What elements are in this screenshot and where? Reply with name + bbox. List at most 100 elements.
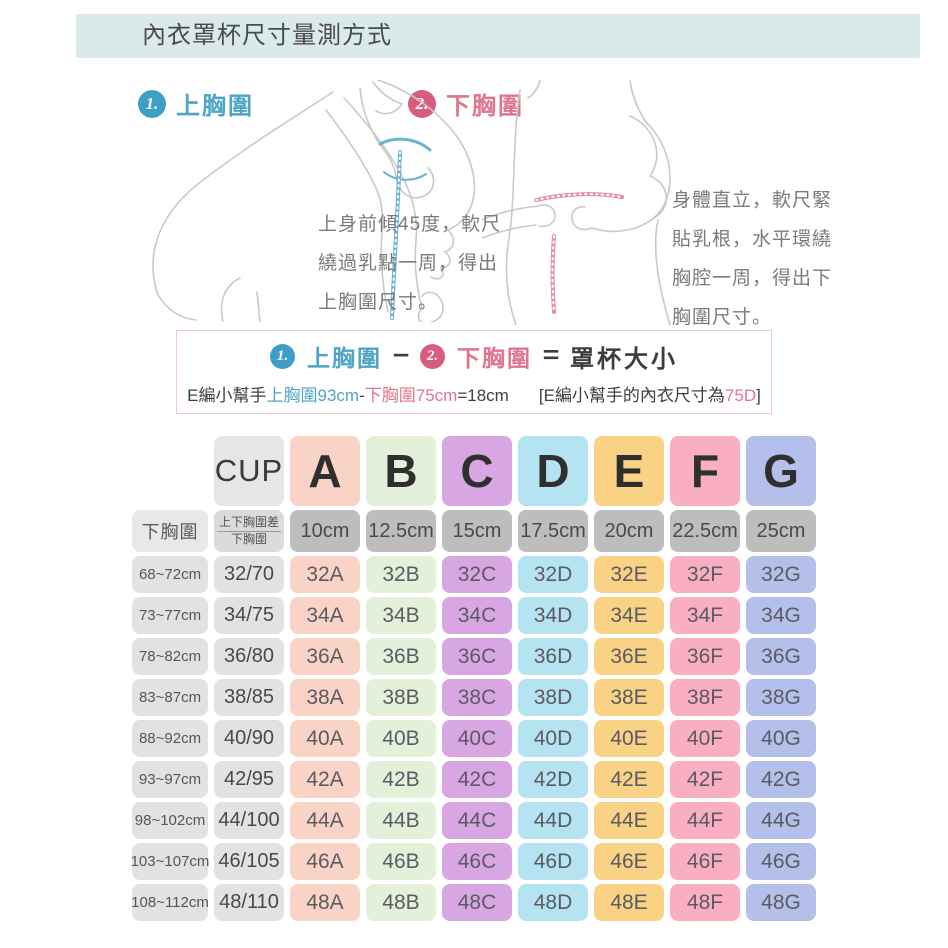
range-cell: 68~72cm (132, 556, 208, 593)
underbust-header-cell: 下胸圍 (132, 510, 208, 552)
size-cell: 44D (518, 802, 588, 839)
size-cell: 46D (518, 843, 588, 880)
size-cell: 42C (442, 761, 512, 798)
formula-term-lower: 下胸圍 (457, 345, 532, 371)
upper-bust-figure-illustration (152, 80, 476, 322)
diff-cell-A: 10cm (290, 510, 360, 552)
size-cell: 48B (366, 884, 436, 921)
size-cell: 38D (518, 679, 588, 716)
size-cell: 48E (594, 884, 664, 921)
diff-cell-E: 20cm (594, 510, 664, 552)
band-size-cell: 42/95 (214, 761, 284, 798)
step1-label: 上胸圍 (176, 93, 254, 120)
size-cell: 38A (290, 679, 360, 716)
size-cell: 48C (442, 884, 512, 921)
minus-sign: − (392, 342, 410, 369)
size-cell: 44A (290, 802, 360, 839)
diff-cell-G: 25cm (746, 510, 816, 552)
range-cell: 93~97cm (132, 761, 208, 798)
size-cell: 44F (670, 802, 740, 839)
cup-letter-E: E (594, 436, 664, 506)
step2-description: 身體直立，軟尺緊貼乳根，水平環繞胸腔一周，得出下胸圍尺寸。 (672, 190, 833, 328)
example-note-prefix: [E編小幫手的內衣尺寸為 (538, 385, 725, 405)
diff-fraction-cell: 上下胸圍差 下胸圍 (214, 510, 284, 552)
step1-header: 1. 上胸圍 (138, 86, 254, 121)
size-cell: 42D (518, 761, 588, 798)
size-cell: 38B (366, 679, 436, 716)
table-corner-spacer (132, 436, 208, 506)
band-size-cell: 36/80 (214, 638, 284, 675)
band-size-cell: 34/75 (214, 597, 284, 634)
title-band: 內衣罩杯尺寸量測方式 (76, 14, 920, 58)
size-cell: 48G (746, 884, 816, 921)
size-cell: 40G (746, 720, 816, 757)
band-size-cell: 46/105 (214, 843, 284, 880)
formula-step2-badge: 2. (420, 343, 445, 369)
size-cell: 34C (442, 597, 512, 634)
size-cell: 36F (670, 638, 740, 675)
size-cell: 34E (594, 597, 664, 634)
size-cell: 34B (366, 597, 436, 634)
size-cell: 38F (670, 679, 740, 716)
size-cell: 32F (670, 556, 740, 593)
cup-letter-C: C (442, 436, 512, 506)
diff-cell-F: 22.5cm (670, 510, 740, 552)
page-title: 內衣罩杯尺寸量測方式 (142, 22, 392, 49)
size-cell: 46F (670, 843, 740, 880)
size-cell: 42B (366, 761, 436, 798)
size-cell: 46C (442, 843, 512, 880)
size-cell: 36A (290, 638, 360, 675)
size-cell: 34D (518, 597, 588, 634)
size-cell: 36B (366, 638, 436, 675)
size-cell: 38G (746, 679, 816, 716)
size-cell: 32C (442, 556, 512, 593)
diff-cell-C: 15cm (442, 510, 512, 552)
cup-letter-F: F (670, 436, 740, 506)
size-cell: 48A (290, 884, 360, 921)
example-dash: - (359, 385, 365, 405)
formula-result: 罩杯大小 (570, 345, 679, 373)
formula-term-upper: 上胸圍 (306, 345, 382, 371)
cup-letter-G: G (746, 436, 816, 506)
range-cell: 88~92cm (132, 720, 208, 757)
size-cell: 42E (594, 761, 664, 798)
example-lower-value: 下胸圍75cm (364, 385, 458, 405)
range-cell: 98~102cm (132, 802, 208, 839)
example-upper-value: 上胸圍93cm (266, 385, 360, 405)
range-cell: 108~112cm (131, 884, 209, 921)
step2-label: 下胸圍 (446, 93, 524, 120)
size-cell: 42F (670, 761, 740, 798)
size-cell: 36G (746, 638, 816, 675)
size-cell: 36E (594, 638, 664, 675)
cup-header-cell: CUP (214, 436, 284, 506)
band-size-cell: 32/70 (214, 556, 284, 593)
size-cell: 32D (518, 556, 588, 593)
size-cell: 34G (746, 597, 816, 634)
example-prefix: E編小幫手 (187, 385, 267, 405)
size-cell: 40E (594, 720, 664, 757)
size-cell: 44E (594, 802, 664, 839)
range-cell: 103~107cm (131, 843, 209, 880)
size-cell: 38C (442, 679, 512, 716)
range-cell: 78~82cm (132, 638, 208, 675)
example-note-suffix: ] (756, 385, 761, 405)
size-cell: 32A (290, 556, 360, 593)
cup-letter-A: A (290, 436, 360, 506)
step1-description: 上身前傾45度，軟尺繞過乳點一周，得出上胸圍尺寸。 (318, 214, 502, 313)
size-cell: 36D (518, 638, 588, 675)
size-cell: 46A (290, 843, 360, 880)
band-size-cell: 40/90 (214, 720, 284, 757)
cup-letter-B: B (366, 436, 436, 506)
range-cell: 83~87cm (132, 679, 208, 716)
diff-cell-D: 17.5cm (518, 510, 588, 552)
size-cell: 40D (518, 720, 588, 757)
cup-letter-D: D (518, 436, 588, 506)
size-cell: 42G (746, 761, 816, 798)
formula-box: 1. 上胸圍 − 2. 下胸圍 = 罩杯大小 E編小幫手上胸圍93cm-下胸圍7… (176, 330, 772, 414)
size-cell: 38E (594, 679, 664, 716)
fraction-numerator: 上下胸圍差 (216, 515, 281, 532)
diff-cell-B: 12.5cm (366, 510, 436, 552)
size-cell: 44C (442, 802, 512, 839)
size-cell: 46B (366, 843, 436, 880)
size-cell: 34F (670, 597, 740, 634)
